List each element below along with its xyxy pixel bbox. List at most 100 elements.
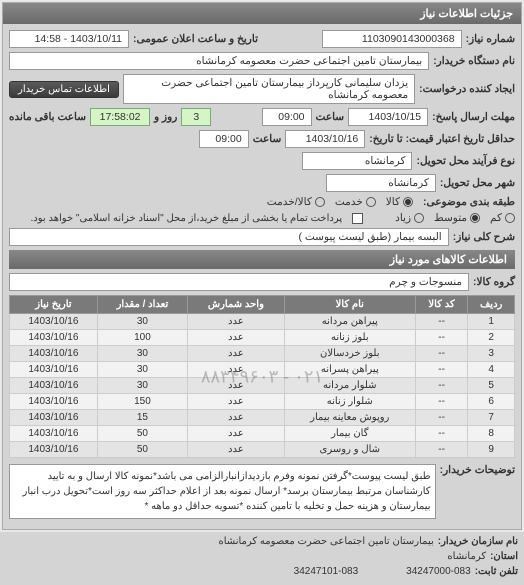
table-row[interactable]: 9--شال و روسریعدد501403/10/16 [10,442,515,458]
table-cell: 30 [97,362,187,378]
panel-title: جزئیات اطلاعات نیاز [3,3,521,24]
creator-label: ایجاد کننده درخواست: [419,83,515,95]
table-row[interactable]: 5--شلوار مردانهعدد301403/10/16 [10,378,515,394]
table-cell: عدد [188,362,285,378]
time-label-2: ساعت [253,133,282,145]
table-cell: 5 [468,378,515,394]
notes-text: طبق لیست پیوست*گرفتن نمونه وفرم بازدیداز… [9,464,436,519]
table-row[interactable]: 3--بلوز خردسالانعدد301403/10/16 [10,346,515,362]
table-cell: 1403/10/16 [10,378,98,394]
row-req-desc: شرح کلی نیاز: البسه بیمار (طبق لیست پیوس… [9,228,515,246]
phone-value: 34247000-083 [406,566,471,577]
table-cell: 7 [468,410,515,426]
table-cell: 50 [97,442,187,458]
countdown-value: 17:58:02 [90,108,150,126]
group-label: گروه کالا: [473,276,515,288]
table-cell: 1403/10/16 [10,442,98,458]
announce-value: 1403/10/11 - 14:58 [9,30,129,48]
imp-low[interactable]: کم [490,212,515,224]
table-cell: -- [415,410,467,426]
fax-value: 34247101-083 [294,566,359,577]
table-cell: -- [415,330,467,346]
table-cell: بلوز زنانه [284,330,415,346]
radio-both[interactable]: کالا/خدمت [267,196,325,208]
table-header: تاریخ نیاز [10,296,98,314]
items-section-title: اطلاعات کالاهای مورد نیاز [9,250,515,269]
table-cell: 1403/10/16 [10,330,98,346]
table-cell: 50 [97,426,187,442]
class-label: طبقه بندی موضوعی: [423,196,515,208]
items-table: ردیفکد کالانام کالاواحد شمارشتعداد / مقد… [9,295,515,458]
process-label: نوع فرآیند محل تحویل: [416,155,515,167]
days-label: روز و [154,111,177,123]
req-no-value: 1103090143000368 [322,30,462,48]
table-cell: -- [415,394,467,410]
days-remaining: 3 [181,108,211,126]
table-container: ردیفکد کالانام کالاواحد شمارشتعداد / مقد… [9,295,515,458]
table-cell: 1403/10/16 [10,426,98,442]
req-no-label: شماره نیاز: [466,33,515,45]
table-cell: 8 [468,426,515,442]
table-header: نام کالا [284,296,415,314]
table-cell: پیراهن مردانه [284,314,415,330]
row-importance: کم متوسط زیاد پرداخت تمام یا بخشی از مبل… [9,212,515,224]
table-cell: -- [415,346,467,362]
table-cell: عدد [188,442,285,458]
table-row[interactable]: 1--پیراهن مردانهعدد301403/10/16 [10,314,515,330]
row-deadline: مهلت ارسال پاسخ: 1403/10/15 ساعت 09:00 3… [9,108,515,126]
radio-kala[interactable]: کالا [386,196,413,208]
table-cell: 1403/10/16 [10,394,98,410]
creator-value: یزدان سلیمانی کارپرداز بیمارستان تامین ا… [123,74,415,104]
validity-time: 09:00 [199,130,249,148]
org-value: بیمارستان تامین اجتماعی حضرت معصومه کرما… [218,536,433,547]
process-city1: کرمانشاه [302,152,412,170]
table-row[interactable]: 7--روپوش معاینه بیمارعدد151403/10/16 [10,410,515,426]
footer: نام سازمان خریدار: بیمارستان تامین اجتما… [0,532,524,585]
table-row[interactable]: 8--گان بیمارعدد501403/10/16 [10,426,515,442]
table-cell: 4 [468,362,515,378]
pay-check[interactable] [352,213,363,224]
table-cell: شلوار مردانه [284,378,415,394]
phone-label: تلفن ثابت: [475,566,518,577]
time-label-1: ساعت [316,111,345,123]
buyer-label: نام دستگاه خریدار: [433,55,515,67]
table-row[interactable]: 6--شلوار زنانهعدد1501403/10/16 [10,394,515,410]
main-panel: جزئیات اطلاعات نیاز شماره نیاز: 11030901… [2,2,522,530]
prov-label: استان: [490,551,518,562]
contact-button[interactable]: اطلاعات تماس خریدار [9,81,119,98]
table-cell: شال و روسری [284,442,415,458]
row-group: گروه کالا: منسوجات و چرم [9,273,515,291]
table-cell: پیراهن پسرانه [284,362,415,378]
table-cell: 9 [468,442,515,458]
table-cell: عدد [188,314,285,330]
table-cell: بلوز خردسالان [284,346,415,362]
req-type-label: شرح کلی نیاز: [453,231,515,243]
notes-label: توضیحات خریدار: [440,464,515,476]
table-cell: -- [415,442,467,458]
table-header: ردیف [468,296,515,314]
table-cell: 1403/10/16 [10,410,98,426]
row-buyer: نام دستگاه خریدار: بیمارستان تامین اجتما… [9,52,515,70]
table-row[interactable]: 2--بلوز زنانهعدد1001403/10/16 [10,330,515,346]
deadline-date: 1403/10/15 [348,108,428,126]
table-row[interactable]: 4--پیراهن پسرانهعدد301403/10/16 [10,362,515,378]
table-cell: عدد [188,426,285,442]
imp-high[interactable]: زیاد [395,212,424,224]
radio-khadamat[interactable]: خدمت [335,196,376,208]
table-cell: 150 [97,394,187,410]
table-cell: گان بیمار [284,426,415,442]
table-cell: روپوش معاینه بیمار [284,410,415,426]
row-req-no: شماره نیاز: 1103090143000368 تاریخ و ساع… [9,30,515,48]
table-cell: 30 [97,314,187,330]
table-header: تعداد / مقدار [97,296,187,314]
imp-mid[interactable]: متوسط [434,212,480,224]
table-cell: عدد [188,378,285,394]
table-cell: -- [415,378,467,394]
table-cell: عدد [188,346,285,362]
deadline-time: 09:00 [262,108,312,126]
table-cell: 1403/10/16 [10,362,98,378]
table-cell: شلوار زنانه [284,394,415,410]
table-cell: عدد [188,394,285,410]
table-cell: -- [415,362,467,378]
pay-note: پرداخت تمام یا بخشی از مبلغ خرید،از محل … [31,213,343,224]
